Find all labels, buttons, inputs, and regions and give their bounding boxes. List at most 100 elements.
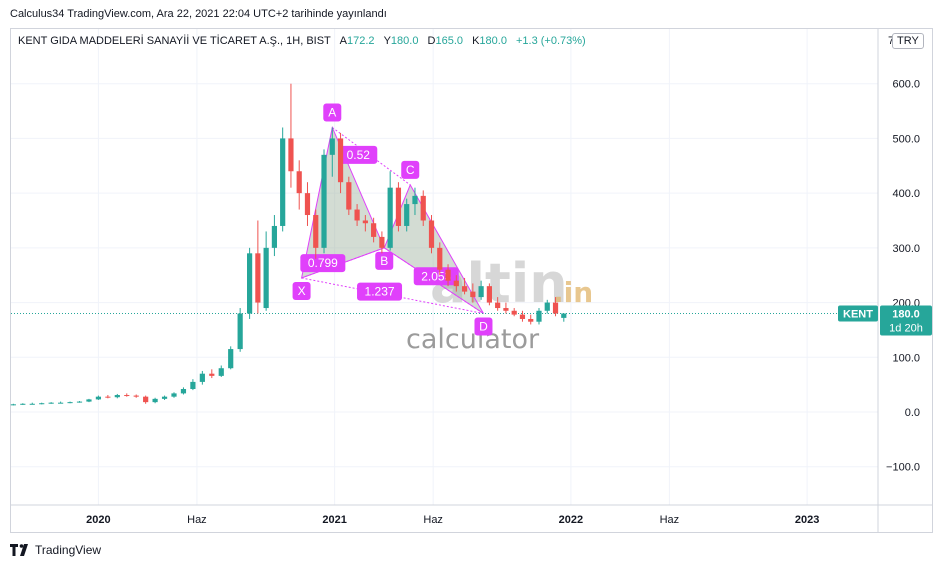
candle-body (67, 402, 73, 404)
candle-body (478, 286, 484, 298)
candle (20, 403, 26, 405)
candle (536, 308, 542, 325)
candle-body (561, 313, 567, 318)
candle-body (536, 310, 542, 322)
candle (511, 308, 517, 317)
pattern-point-label: B (380, 254, 388, 268)
price-tag: KENT 180.0 1d 20h (838, 305, 932, 336)
pattern-dotted-line (301, 247, 385, 279)
candle (218, 365, 224, 377)
candle-body (20, 403, 26, 405)
candle (428, 215, 435, 254)
x-tick-label: Haz (660, 514, 680, 526)
candle (95, 395, 102, 400)
candle-body (280, 138, 286, 226)
candle-body (247, 253, 253, 314)
candle-body (124, 395, 130, 397)
candle (237, 308, 243, 352)
candle (470, 283, 476, 303)
candle (379, 231, 385, 254)
candle (346, 176, 352, 216)
pattern-ratio: 0.52 (339, 145, 378, 164)
candle (486, 283, 492, 306)
low-value: 165.0 (435, 35, 463, 47)
candle-body (544, 302, 550, 311)
candle (304, 182, 311, 226)
candle-body (337, 138, 344, 183)
pattern-ratio: 1.237 (357, 282, 403, 301)
candle-body (453, 280, 459, 287)
candle (143, 395, 149, 404)
candle-body (354, 209, 360, 221)
currency-button[interactable]: TRY (892, 33, 924, 49)
y-tick-label: 300.0 (892, 243, 920, 255)
change-value: +1.3 (+0.73%) (516, 35, 586, 47)
candle (329, 127, 335, 177)
candle (86, 398, 92, 403)
candle-body (470, 291, 476, 298)
candle-body (503, 308, 509, 311)
candle-body (420, 195, 426, 221)
candle (528, 314, 534, 325)
candles (10, 83, 567, 406)
candle-body (304, 193, 311, 216)
pattern-point-x: X (292, 281, 311, 300)
candle-body (105, 396, 111, 398)
candle-body (428, 220, 435, 248)
candle-body (362, 220, 368, 224)
candle (412, 187, 418, 216)
candle (199, 370, 205, 385)
candle-body (412, 195, 418, 205)
candle (552, 297, 559, 317)
pattern-ratio: 2.053 (413, 267, 459, 286)
candle-body (255, 253, 261, 303)
candle (354, 204, 360, 226)
candle (503, 302, 509, 314)
candle (263, 231, 269, 311)
candle-body (95, 396, 102, 400)
candle-body (519, 314, 526, 319)
pattern-ratio-label: 1.237 (365, 285, 395, 299)
candle-body (228, 349, 234, 369)
candle (395, 182, 402, 232)
symbol-title: KENT GIDA MADDELERİ SANAYİİ VE TİCARET A… (18, 35, 331, 47)
candle (544, 299, 550, 314)
candle (280, 127, 286, 232)
x-tick-label: 2022 (559, 514, 583, 526)
candle-body (190, 381, 196, 390)
candle-body (58, 402, 64, 404)
pattern-point-label: C (406, 163, 415, 177)
candle-body (199, 373, 205, 382)
pattern-point-a: A (323, 103, 342, 122)
candle-body (387, 187, 393, 248)
candle (124, 393, 130, 397)
pattern-point-bg (292, 281, 311, 300)
x-tick-label: 2023 (795, 514, 819, 526)
pattern-point-bg (375, 251, 394, 270)
candle (495, 297, 501, 311)
pattern-point-label: X (298, 284, 306, 298)
candle (288, 83, 294, 188)
y-tick-label: 100.0 (892, 352, 920, 364)
candle-body (143, 396, 149, 403)
pattern-point-bg (401, 160, 420, 179)
candle-body (209, 373, 215, 376)
candle-body (10, 404, 16, 406)
candle-body (296, 171, 302, 194)
candle-body (152, 398, 158, 403)
candle (105, 395, 111, 399)
candle (247, 247, 253, 319)
candle-body (437, 247, 443, 270)
currency-prefix: 7 (888, 35, 894, 47)
footer-brand: TradingView (35, 543, 102, 557)
candle-body (161, 396, 168, 399)
pattern-point-bg (474, 317, 493, 336)
candle-body (461, 286, 468, 292)
candle (255, 220, 261, 314)
pattern-ratio-bg (300, 254, 346, 273)
price-tag-bg (880, 305, 932, 336)
candle (445, 264, 451, 287)
candle-body (528, 318, 534, 322)
low-label: D (427, 35, 436, 47)
